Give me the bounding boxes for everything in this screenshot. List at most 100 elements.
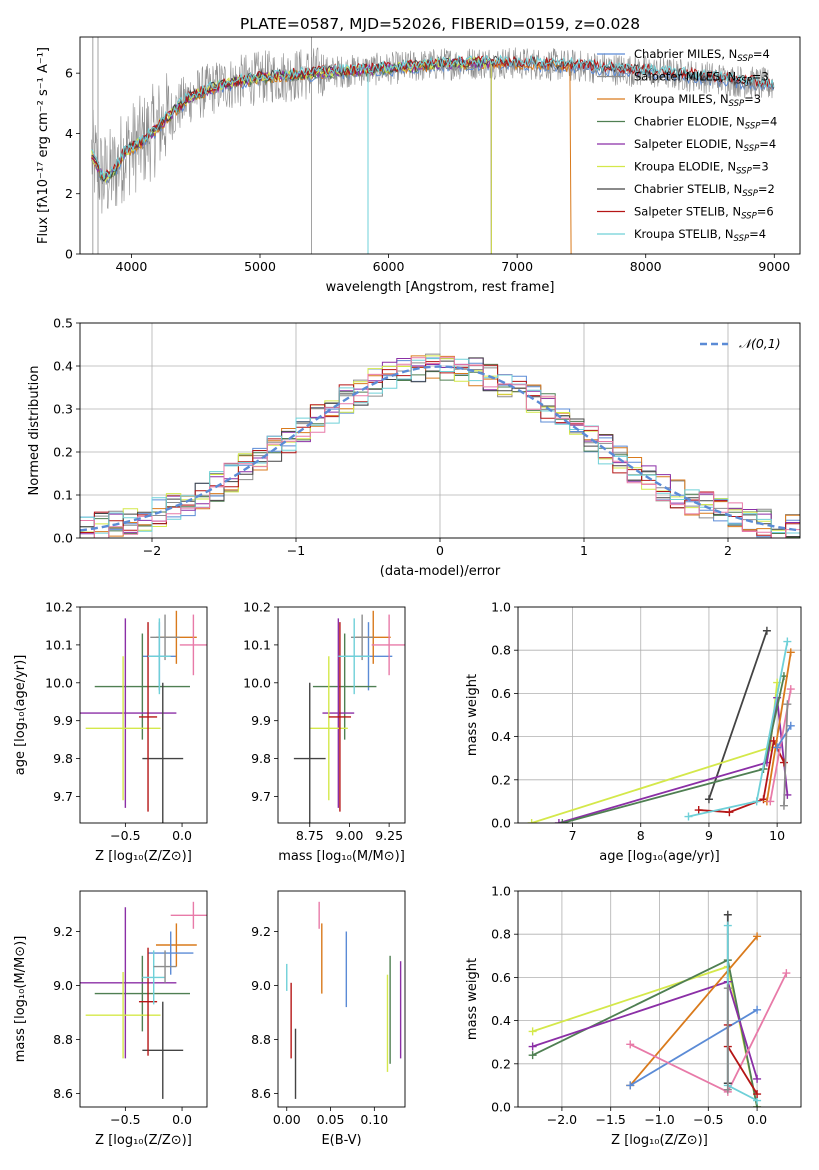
legend-label: Chabrier ELODIE, NSSP=4 [634,115,777,132]
axes-frame [79,890,208,1108]
x-tick-label: 8.75 [296,828,324,843]
y-tick-label: 0.3 [53,402,73,417]
x-tick-label: 7 [569,828,577,843]
mass-vs-Z-chart: −0.5 0.0 8.6 8.8 9.0 9.2 Z [log₁₀(Z/Z⊙)] mass [… [13,890,208,1148]
y-axis-label: age [log₁₀(age/yr)] [13,655,28,776]
y-tick-label: 10.0 [243,675,271,690]
y-tick-label: 0 [65,247,73,262]
x-tick-label: 7000 [501,259,533,274]
x-axis-label: (data-model)/error [380,564,501,579]
x-tick-label: 0.0 [747,1112,767,1127]
weight-line [766,652,792,802]
weight-line [562,675,785,823]
y-tick-label: 0.2 [491,772,511,787]
observed-spectrum-line [91,47,775,214]
weight-marker [779,801,788,810]
weight-marker [528,1027,537,1036]
legend-label: Salpeter ELODIE, NSSP=4 [634,137,776,154]
y-tick-label: 0.2 [491,1056,511,1071]
weight-line [708,630,768,800]
weight-line [629,935,758,1086]
spectrum-chart: 4000 5000 6000 7000 8000 9000 0 2 4 6 wavelength [… [36,36,801,295]
axes-frame [517,606,802,824]
plot-area [80,353,800,538]
legend-label: Salpeter STELIB, NSSP=6 [634,205,774,222]
weight-marker [694,806,703,815]
weight-marker [626,1040,635,1049]
age-vs-mass-chart: 8.75 9.00 9.25 9.7 9.8 9.9 10.0 10.1 10.2 mass [l… [243,600,406,864]
weight-marker [783,637,792,646]
x-tick-label: −1 [287,543,305,558]
x-axis-label: wavelength [Angstrom, rest frame] [326,280,555,295]
weight-marker [753,1090,762,1099]
figure-title: PLATE=0587, MJD=52026, FIBERID=0159, z=0… [240,15,640,33]
y-axis-label: Normed distribution [27,366,42,496]
axes-frame [79,36,801,255]
y-axis-label: Flux [fλ10⁻¹⁷ erg cm⁻² s⁻¹ A⁻¹] [36,47,51,244]
x-tick-label: 0.10 [360,1112,388,1127]
weight-marker [723,1085,732,1094]
weight-marker [704,795,713,804]
y-tick-label: 1.0 [491,600,511,615]
y-tick-label: 10.1 [45,637,73,652]
weight-line [532,958,758,1107]
x-tick-label: 8000 [630,259,662,274]
x-tick-label: 9.25 [375,828,403,843]
weight-marker [723,910,732,919]
weight-marker [753,932,762,941]
weight-line [532,965,758,1107]
weight-marker [773,743,782,752]
legend-label-normal: 𝒩(0,1) [739,336,781,351]
y-tick-label: 9.0 [53,978,73,993]
y-tick-label: 0.0 [491,816,511,831]
y-tick-label: 10.0 [45,675,73,690]
spectrum-legend: Chabrier MILES, NSSP=4 Salpeter MILES, NS… [597,47,777,244]
y-tick-label: 1.0 [491,884,511,899]
y-tick-label: 8.6 [53,1086,73,1101]
legend-label: Kroupa ELODIE, NSSP=3 [634,160,769,177]
y-tick-label: 0.4 [53,359,73,374]
plot-area [528,910,791,1107]
x-tick-label: 9000 [758,259,790,274]
x-tick-label: 8 [637,828,645,843]
x-tick-label: 0.0 [172,828,192,843]
x-tick-label: −0.5 [110,828,140,843]
x-tick-label: 4000 [116,259,148,274]
y-tick-label: 9.2 [53,924,73,939]
weight-marker [752,797,761,806]
weight-vs-Z-chart: −2.0 −1.5 −1.0 −0.5 0.0 0.0 0.2 0.4 0.6 0.8 1.0 Z [… [465,884,802,1148]
legend-label: Kroupa MILES, NSSP=3 [634,92,761,109]
x-tick-label: 2 [724,543,732,558]
y-axis-label: mass [log₁₀(M/M⊙)] [13,936,28,1063]
weight-marker [783,700,792,709]
y-tick-label: 9.2 [251,924,271,939]
weight-marker [528,1042,537,1051]
weight-marker [527,819,536,823]
y-tick-label: 2 [65,186,73,201]
legend-label: Chabrier STELIB, NSSP=2 [634,182,775,199]
x-tick-label: −1.5 [596,1112,626,1127]
y-tick-label: 0.5 [53,316,73,331]
model-line [91,57,572,254]
weight-marker [528,1051,537,1060]
x-tick-label: 9.00 [336,828,364,843]
y-tick-label: 0.6 [491,686,511,701]
weight-marker [779,758,788,767]
x-tick-label: 9 [705,828,713,843]
weight-line [783,704,789,806]
x-tick-label: −0.5 [110,1112,140,1127]
x-tick-label: 0 [436,543,444,558]
y-tick-label: 9.8 [53,751,73,766]
x-tick-label: −2.0 [547,1112,577,1127]
y-tick-label: 0.8 [491,643,511,658]
y-tick-label: 9.7 [53,789,73,804]
y-axis-label: mass weight [465,958,480,1040]
weight-line [531,682,778,823]
age-vs-Z-chart: −0.5 0.0 9.7 9.8 9.9 10.0 10.1 10.2 Z [log₁₀(Z/Z… [13,600,208,864]
y-tick-label: 9.9 [251,713,271,728]
y-tick-label: 10.2 [243,600,271,615]
y-tick-label: 0.1 [53,488,73,503]
y-tick-label: 0.0 [491,1100,511,1115]
x-axis-label: Z [log₁₀(Z/Z⊙)] [95,849,192,864]
